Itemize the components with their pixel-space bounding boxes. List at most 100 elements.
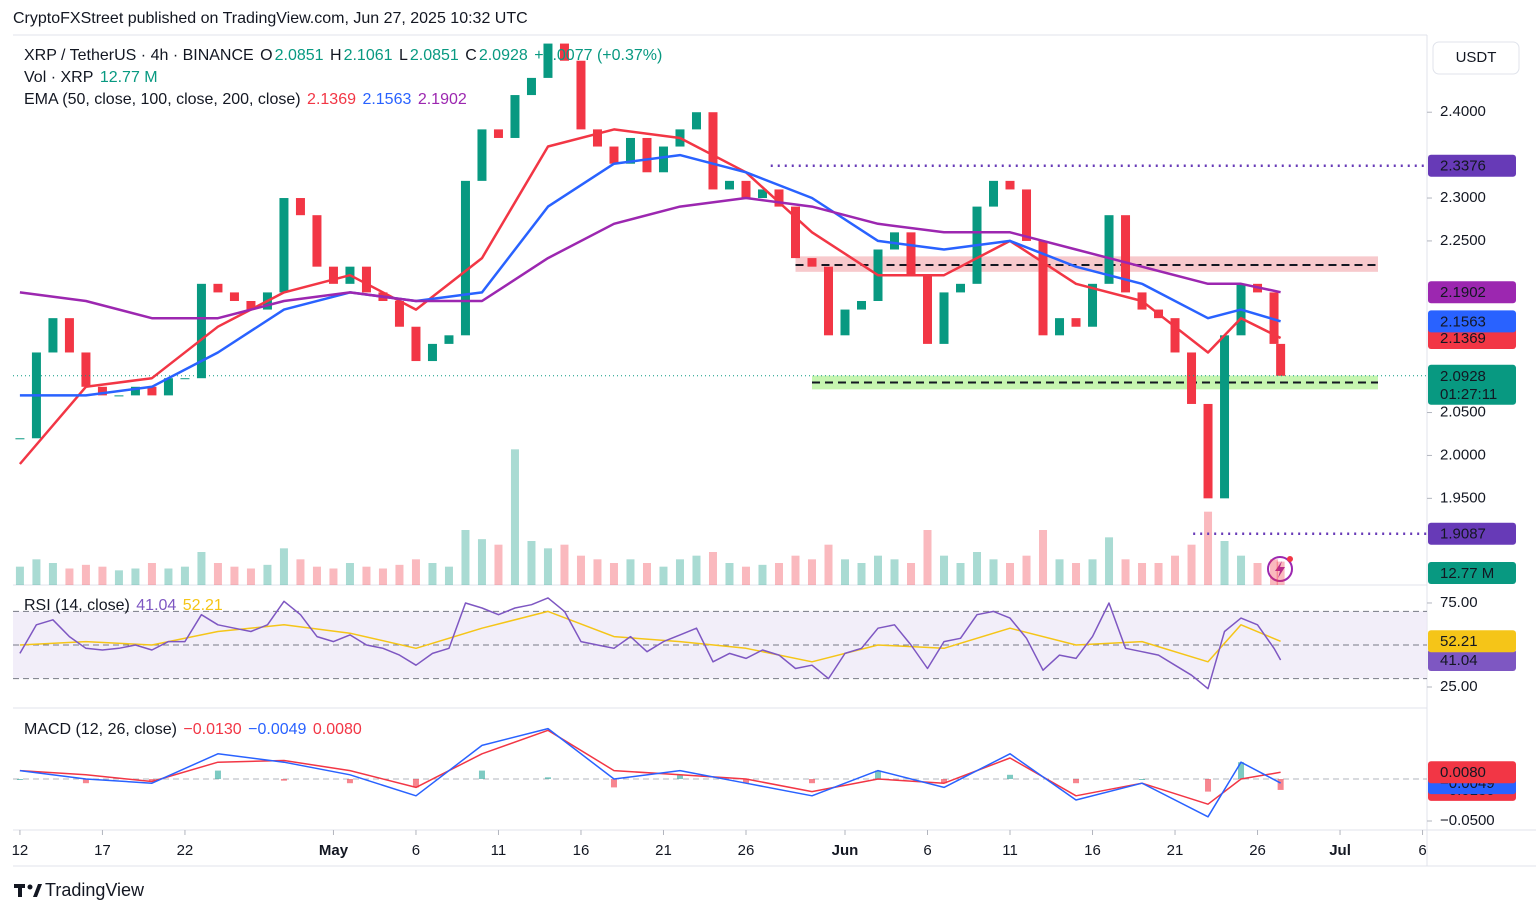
price-box-label: 41.04 <box>1440 652 1478 669</box>
volume-bar <box>874 555 883 585</box>
candle <box>130 386 140 396</box>
macd-histogram <box>16 778 23 780</box>
volume-bar <box>32 559 41 585</box>
candle <box>1220 335 1230 499</box>
volume-bar <box>395 564 404 585</box>
macd-histogram <box>82 778 89 784</box>
candle <box>1203 403 1213 499</box>
price-box <box>1428 154 1516 177</box>
x-tick-label: 21 <box>1167 842 1184 859</box>
ema-line <box>19 196 1281 320</box>
volume-bar <box>642 563 651 585</box>
volume-bar <box>560 544 569 585</box>
candle <box>840 309 850 336</box>
macd-histogram <box>941 778 948 784</box>
x-tick-label: 11 <box>1002 842 1018 859</box>
ohlc-key: H <box>330 47 342 64</box>
candle <box>1022 189 1032 241</box>
macd-histogram <box>808 778 815 784</box>
volume-bar <box>725 563 734 585</box>
candle <box>460 180 470 336</box>
volume-bar <box>312 566 321 585</box>
ema-value: 2.1902 <box>417 91 467 108</box>
price-box <box>1428 281 1516 304</box>
price-box-label: 2.1369 <box>1440 330 1486 347</box>
volume-bar <box>345 563 354 585</box>
ema-line <box>19 153 1281 397</box>
volume-bar <box>659 566 668 585</box>
volume-bar <box>1138 563 1147 585</box>
price-box <box>1428 310 1516 333</box>
volume-bar <box>1039 530 1048 585</box>
volume-bar <box>164 568 173 585</box>
currency: USDT <box>1456 49 1497 66</box>
change: +0.0077 (+0.37%) <box>534 47 663 64</box>
candle <box>989 180 999 207</box>
price-box <box>1428 522 1516 545</box>
volume-line: Vol · XRP 12.77 M <box>24 69 160 87</box>
volume-bar <box>378 568 387 585</box>
macd-histogram <box>280 778 287 781</box>
macd-histogram <box>875 770 882 779</box>
candle <box>592 129 602 147</box>
candle <box>97 386 107 396</box>
candle <box>246 300 256 310</box>
macd-histogram <box>1139 778 1146 780</box>
volume-bar <box>329 568 338 585</box>
price-box <box>1428 630 1516 653</box>
candle <box>295 198 305 216</box>
volume-bar <box>1171 555 1180 585</box>
price-box-label: 2.0928 <box>1440 368 1486 385</box>
candle <box>213 283 223 293</box>
candle <box>923 275 933 344</box>
volume-bar <box>527 541 536 585</box>
volume-title: Vol · XRP <box>24 69 94 86</box>
volume-bar <box>477 539 486 585</box>
volume-value: 12.77 M <box>99 69 158 86</box>
volume-bar <box>114 570 123 585</box>
x-tick-label: 22 <box>177 842 194 859</box>
alert-icon[interactable] <box>1267 556 1293 582</box>
signal-line <box>19 729 1281 805</box>
candle <box>691 112 701 130</box>
price-box <box>1428 761 1516 784</box>
volume-bar <box>213 563 222 585</box>
volume-bar <box>279 548 288 585</box>
y-tick-label: 2.3000 <box>1440 189 1486 206</box>
volume-bar <box>1105 537 1114 585</box>
logo-part <box>33 884 42 897</box>
y-tick-label: 2.0500 <box>1440 404 1486 421</box>
macd-hist-value: −0.0130 <box>183 721 242 738</box>
signal-value: 0.0080 <box>312 721 362 738</box>
volume-bar <box>494 544 503 585</box>
volume-bar <box>1088 559 1097 585</box>
candle <box>328 266 338 284</box>
candle <box>543 43 553 78</box>
volume-bar <box>1204 511 1213 585</box>
volume-bar <box>444 566 453 585</box>
footer-brand: TradingView <box>45 880 145 900</box>
candle <box>114 395 124 397</box>
volume-bar <box>1220 541 1229 585</box>
price-box-label: 0.0080 <box>1440 764 1486 781</box>
ohlc-value: 2.1061 <box>343 47 393 64</box>
macd-histogram <box>148 778 155 781</box>
ohlc-value: 2.0851 <box>274 47 324 64</box>
price-box-label: 2.3376 <box>1440 158 1486 175</box>
x-tick-label: 17 <box>94 842 111 859</box>
candle <box>823 266 833 336</box>
candle <box>724 180 734 190</box>
volume-bar <box>626 559 635 585</box>
ohlc-key: O <box>260 47 273 64</box>
candle <box>939 292 949 344</box>
volume-bar <box>246 568 255 585</box>
ema-line: EMA (50, close, 100, close, 200, close) … <box>24 91 469 109</box>
y-tick-label: −0.0500 <box>1440 812 1495 829</box>
volume-bar <box>940 555 949 585</box>
price-box <box>1428 326 1516 349</box>
candle <box>609 146 619 164</box>
volume-bar <box>593 559 602 585</box>
macd-line <box>19 727 1281 818</box>
